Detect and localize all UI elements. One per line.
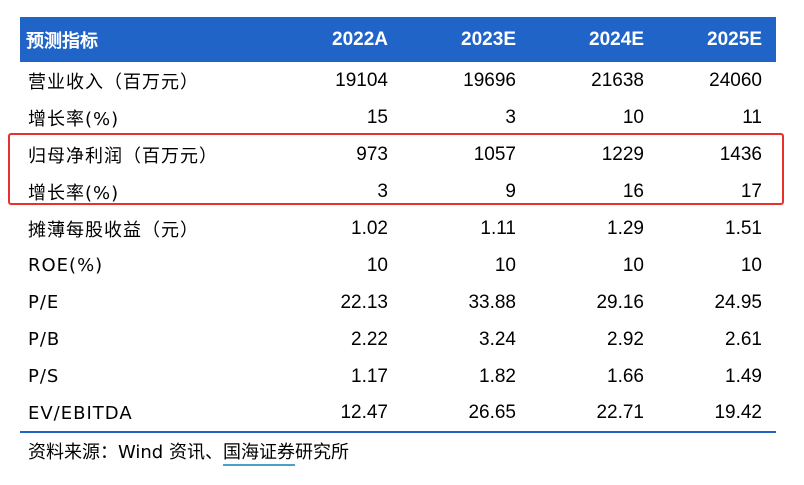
table-cell: 19.42 [658, 395, 776, 433]
row-label: 摊薄每股收益（元） [28, 219, 199, 241]
table-cell: 3.24 [479, 328, 516, 350]
header-year: 2022A [332, 28, 388, 50]
table-cell: 9 [505, 180, 516, 202]
header-year: 2025E [707, 28, 762, 50]
table-cell: 1.02 [351, 217, 388, 239]
table-cell: 24.95 [714, 291, 762, 313]
table-row: ROE(%) 10 10 10 10 [20, 247, 776, 284]
table-cell: 17 [740, 180, 762, 202]
header-year: 2023E [461, 28, 516, 50]
table-cell: 19104 [335, 69, 388, 91]
table-row: 增长率(%) 15 3 10 11 [20, 99, 776, 136]
table-row: 归母净利润（百万元） 973 1057 1229 1436 [20, 136, 776, 173]
row-label: EV/EBITDA [20, 395, 266, 433]
row-label: 营业收入（百万元） [28, 71, 199, 93]
table-cell: 15 [366, 106, 388, 128]
table-cell: 2.61 [725, 328, 762, 350]
table-body: 营业收入（百万元） 19104 19696 21638 24060 增长率(%)… [20, 62, 776, 433]
table-cell: 1.66 [607, 365, 644, 387]
table-row: EV/EBITDA 12.47 26.65 22.71 19.42 [20, 395, 776, 433]
forecast-table: 预测指标 2022A 2023E 2024E 2025E 营业收入（百万元） 1… [20, 17, 776, 433]
source-suffix: 研究所 [294, 442, 349, 463]
header-label: 预测指标 [26, 30, 98, 52]
table-cell: 1436 [719, 143, 762, 165]
table-cell: 1.51 [725, 217, 762, 239]
source-institution: 国海证券 [222, 442, 295, 466]
table-cell: 1.11 [480, 217, 516, 239]
table-cell: 3 [377, 180, 388, 202]
row-label: P/B [28, 329, 61, 350]
row-label: 增长率(%) [28, 108, 120, 130]
table-row: P/E 22.13 33.88 29.16 24.95 [20, 284, 776, 321]
table-cell: 19696 [463, 69, 516, 91]
table-row: 营业收入（百万元） 19104 19696 21638 24060 [20, 62, 776, 99]
table-cell: 1057 [473, 143, 516, 165]
table-header: 预测指标 2022A 2023E 2024E 2025E [20, 17, 776, 62]
table-cell: 10 [366, 254, 388, 276]
source-note: 资料来源：Wind 资讯、国海证券研究所 [28, 438, 349, 466]
table-cell: 11 [742, 106, 762, 128]
table-cell: 1.49 [725, 365, 762, 387]
table-cell: 1.29 [607, 217, 644, 239]
table-cell: 3 [505, 106, 516, 128]
source-prefix: 资料来源：Wind 资讯、 [28, 442, 223, 463]
table-cell: 10 [622, 254, 644, 276]
table-cell: 21638 [591, 69, 644, 91]
table-row: P/B 2.22 3.24 2.92 2.61 [20, 321, 776, 358]
row-label: P/S [28, 366, 60, 387]
table-cell: 24060 [709, 69, 762, 91]
table-cell: 22.13 [340, 291, 388, 313]
table-cell: 10 [494, 254, 516, 276]
table-cell: 2.22 [351, 328, 388, 350]
row-label: 增长率(%) [28, 182, 120, 204]
table-cell: 33.88 [468, 291, 516, 313]
forecast-table-container: 预测指标 2022A 2023E 2024E 2025E 营业收入（百万元） 1… [20, 17, 776, 433]
table-cell: 12.47 [266, 395, 402, 433]
table-cell: 26.65 [402, 395, 530, 433]
table-cell: 22.71 [530, 395, 658, 433]
table-cell: 16 [622, 180, 644, 202]
table-row: 摊薄每股收益（元） 1.02 1.11 1.29 1.51 [20, 210, 776, 247]
row-label: P/E [28, 292, 60, 313]
table-cell: 1.82 [479, 365, 516, 387]
table-cell: 10 [622, 106, 644, 128]
table-cell: 973 [356, 143, 388, 165]
table-cell: 29.16 [596, 291, 644, 313]
table-row: 增长率(%) 3 9 16 17 [20, 173, 776, 210]
header-row: 预测指标 2022A 2023E 2024E 2025E [20, 17, 776, 62]
table-row: P/S 1.17 1.82 1.66 1.49 [20, 358, 776, 395]
row-label: ROE(%) [28, 255, 104, 276]
header-year: 2024E [589, 28, 644, 50]
table-cell: 1229 [601, 143, 644, 165]
table-cell: 2.92 [607, 328, 644, 350]
row-label: 归母净利润（百万元） [28, 145, 218, 167]
table-cell: 1.17 [351, 365, 388, 387]
table-cell: 10 [740, 254, 762, 276]
